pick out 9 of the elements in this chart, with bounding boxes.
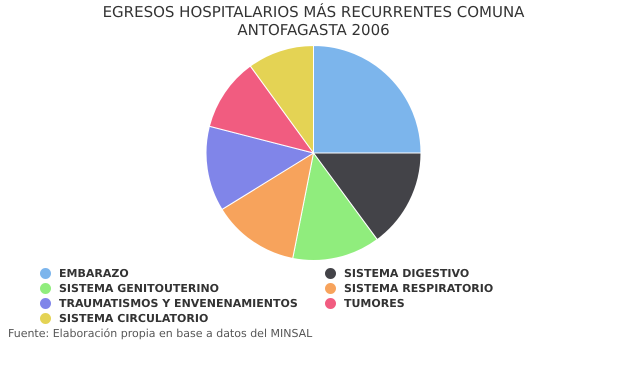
legend-label: EMBARAZO bbox=[59, 267, 129, 280]
source-note: Fuente: Elaboración propia en base a datos del MINSAL bbox=[8, 327, 314, 340]
legend-label: TRAUMATISMOS Y ENVENENAMIENTOS bbox=[59, 297, 298, 310]
legend-label: SISTEMA DIGESTIVO bbox=[344, 267, 470, 280]
chart-title: EGRESOS HOSPITALARIOS MÁS RECURRENTES COMUNA ANTOFAGASTA 2006 bbox=[102, 2, 526, 39]
legend-label: SISTEMA GENITOUTERINO bbox=[59, 282, 220, 295]
legend-label: SISTEMA CIRCULATORIO bbox=[59, 312, 208, 325]
legend-label: TUMORES bbox=[344, 297, 405, 310]
legend-label: SISTEMA RESPIRATORIO bbox=[344, 282, 494, 295]
